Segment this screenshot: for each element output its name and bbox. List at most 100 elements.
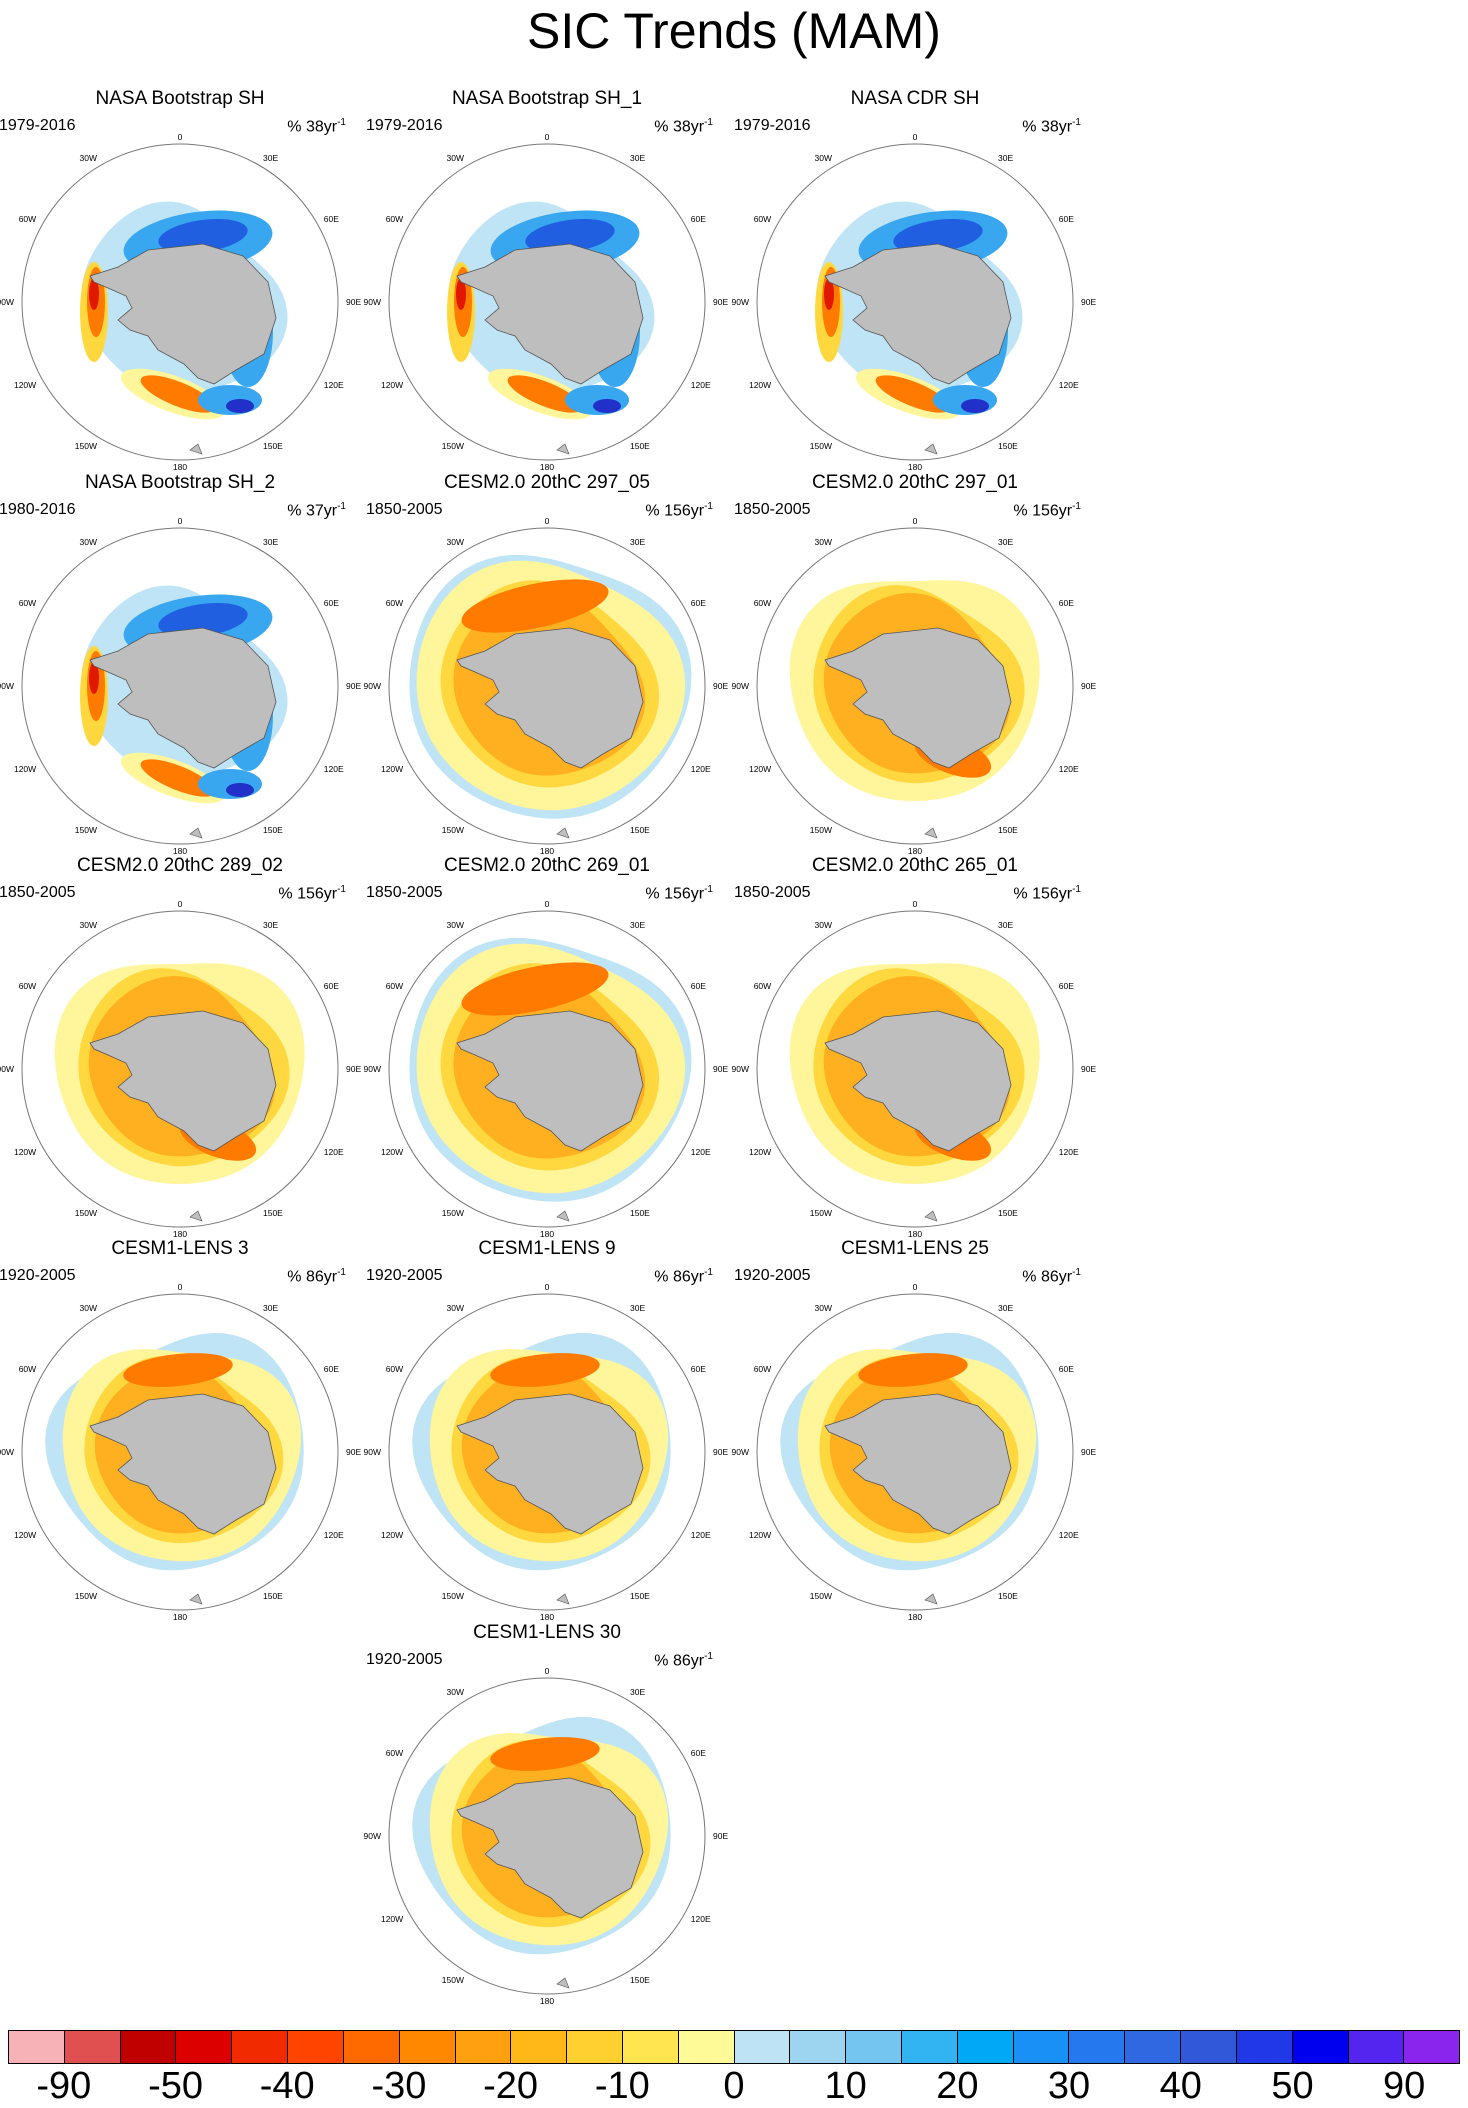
lon-label: 90W [0,1447,14,1457]
polar-stereographic-map: 0 180 30E 30W 60E 60W 90E 90W 120E 120W 150E 150W [732,899,1097,1239]
lon-label: 120E [324,1530,344,1540]
lon-label: 30W [80,1303,97,1313]
map-field [757,911,1073,1227]
lon-label: 30E [263,920,278,930]
ice-trend-darkblue-weddell [893,218,983,254]
lon-label: 60E [691,1748,706,1758]
panel-period: 1979-2016 [734,117,811,134]
map-boundary-circle [21,143,339,461]
lon-label: 30W [815,153,832,163]
lon-label: 0 [913,132,918,142]
new-zealand-island [189,827,203,839]
lon-label: 90W [732,1447,749,1457]
colorbar-cell [790,2031,847,2063]
colorbar-cell [678,2031,735,2063]
lon-label: 90E [713,297,728,307]
lon-label: 150E [263,825,283,835]
ice-trend-navy-ross [593,399,621,413]
panel-period: 1850-2005 [0,884,76,901]
panel-units: % 156yr-1 [1013,501,1081,520]
lon-label: 180 [173,1229,187,1239]
ice-trend-darkblue-weddell [158,218,248,254]
panel-period: 1920-2005 [734,1267,811,1284]
lon-label: 60W [386,1748,403,1758]
ice-trend-ross-orange [140,375,216,413]
ice-trend-orange-weddell [461,962,609,1016]
colorbar-label: -50 [148,2065,203,2107]
map-field [22,1294,338,1610]
colorbar-label: -40 [259,2065,315,2107]
lon-label: 30E [630,1687,645,1697]
lon-label: 90E [346,1064,361,1074]
lon-label: 60E [324,214,339,224]
lon-label: 90E [713,1447,728,1457]
lon-label: 0 [545,516,550,526]
colorbar-cell [902,2031,958,2063]
ice-trend-navy-ross [226,783,254,797]
lon-label: 0 [913,516,918,526]
lon-label: 150W [442,825,464,835]
lon-label: 90W [732,1064,749,1074]
lon-label: 180 [908,1612,922,1622]
panel-period: 1920-2005 [366,1651,443,1668]
lon-label: 90E [346,1447,361,1457]
map-panel: CESM2.0 20thC 297_05 1850-2005 % 156yr-1 0 1… [364,472,729,856]
map-panel: NASA Bootstrap SH 1979-2016 % 38yr-1 0 180 30… [0,88,362,472]
map-boundary-circle [756,910,1074,1228]
lon-label: 120W [14,380,36,390]
map-field [389,1294,705,1610]
lon-label: 150W [810,1208,832,1218]
ice-trend-darkblue-weddell [525,218,615,254]
lon-label: 30W [80,920,97,930]
polar-stereographic-map: 0 180 30E 30W 60E 60W 90E 90W 120E 120W 150E 150W [0,1282,361,1622]
panel-title: NASA Bootstrap SH_2 [84,472,276,493]
panel-units: % 38yr-1 [1022,117,1081,136]
lon-label: 120W [14,764,36,774]
lon-label: 150W [75,1208,97,1218]
lon-label: 60E [1059,981,1074,991]
lon-label: 30E [263,153,278,163]
colorbar-cell [1013,2031,1070,2063]
lon-label: 180 [540,846,554,856]
lon-label: 180 [540,462,554,472]
lon-label: 180 [173,846,187,856]
lon-label: 120W [749,380,771,390]
lon-label: 60E [1059,1364,1074,1374]
lon-label: 90E [713,1831,728,1841]
antarctica-landmass [89,1010,277,1152]
new-zealand-island [189,443,203,455]
map-boundary-circle [756,527,1074,845]
map-panel: CESM1-LENS 9 1920-2005 % 86yr-1 0 180 30E 30W 6… [364,1238,729,1622]
figure-title: SIC Trends (MAM) [527,3,941,59]
new-zealand-island [924,1593,938,1605]
lon-label: 120E [324,1147,344,1157]
lon-label: 30W [447,537,464,547]
lon-label: 30W [80,153,97,163]
lon-label: 60W [754,598,771,608]
panel-period: 1980-2016 [0,501,76,518]
colorbar-cell [511,2031,568,2063]
panel-period: 1920-2005 [366,1267,443,1284]
lon-label: 150E [630,1975,650,1985]
colorbar-label: 0 [723,2065,745,2107]
colorbar-cell [9,2031,65,2063]
lon-label: 60E [691,1364,706,1374]
antarctica-landmass [89,627,277,769]
lon-label: 120E [691,1530,711,1540]
ice-trend-orange-weddell [461,579,609,633]
lon-label: 120E [324,764,344,774]
lon-label: 150E [998,441,1018,451]
ice-trend-red-amundsen [456,278,466,310]
colorbar-cell [846,2031,902,2063]
lon-label: 90E [346,681,361,691]
colorbar-label: -30 [371,2065,427,2107]
colorbar-cell [120,2031,177,2063]
colorbar-label: 90 [1383,2065,1426,2107]
map-boundary-circle [388,910,706,1228]
panel-period: 1850-2005 [366,884,443,901]
map-boundary-circle [388,1677,706,1995]
lon-label: 150E [998,825,1018,835]
polar-stereographic-map: 0 180 30E 30W 60E 60W 90E 90W 120E 120W 150E 150W [0,899,361,1239]
lon-label: 0 [545,132,550,142]
lon-label: 0 [178,899,183,909]
